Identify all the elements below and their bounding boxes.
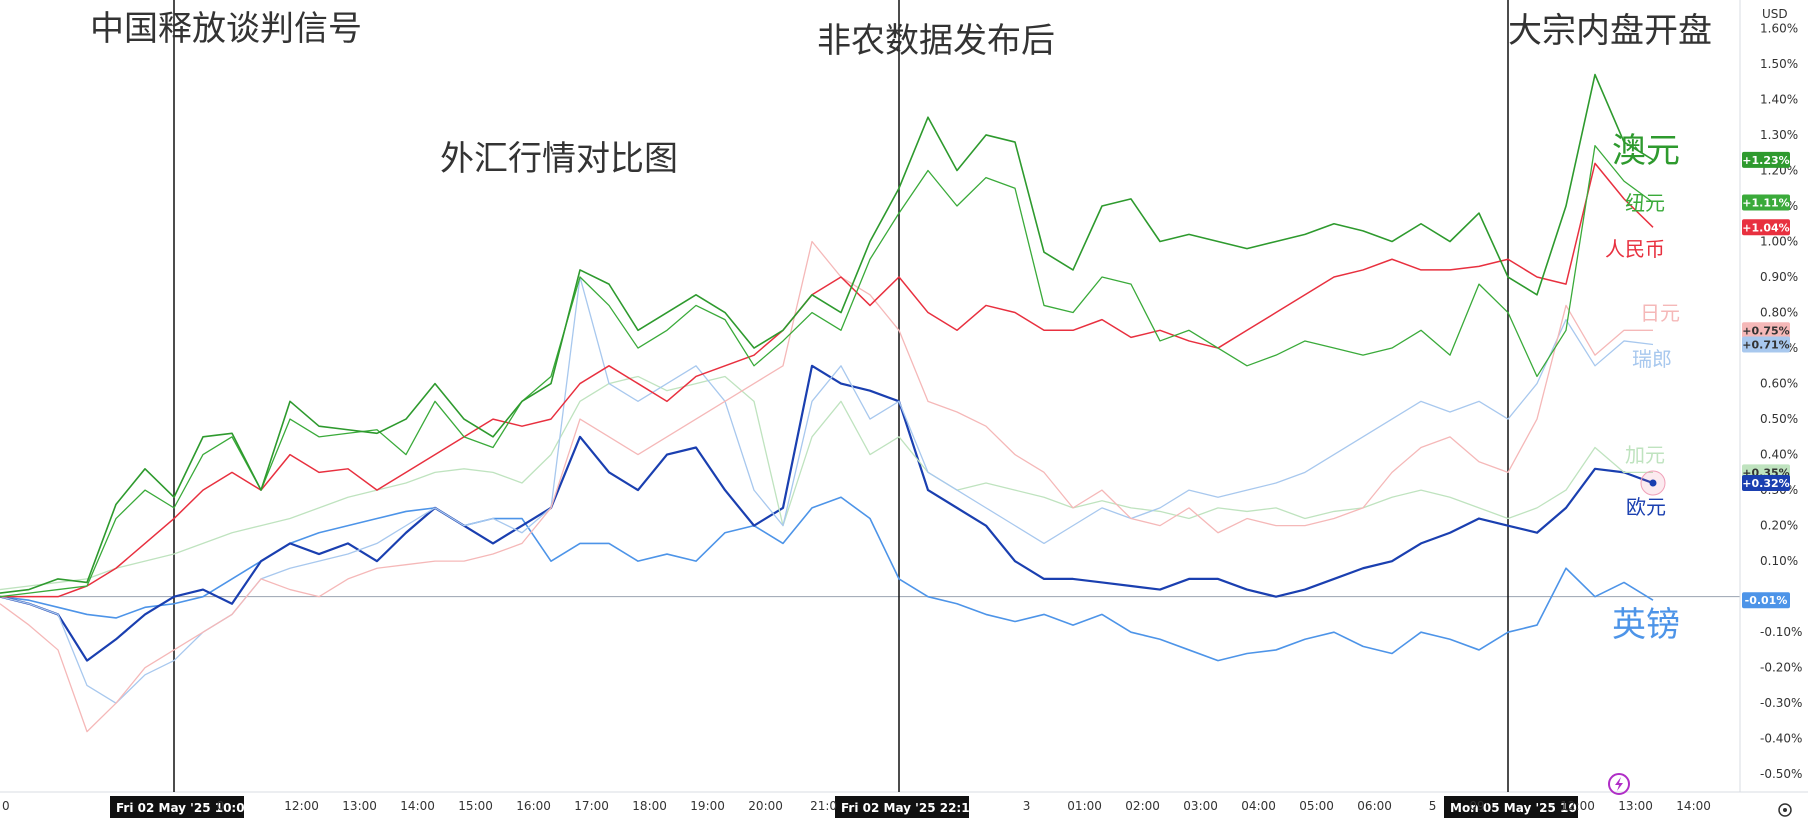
x-tick-label: 14:00 <box>400 799 435 813</box>
series-line[interactable] <box>0 144 1654 598</box>
series-name-label: 瑞郎 <box>1632 347 1672 371</box>
last-value-labels: +1.23%+1.11%+1.04%+0.75%+0.71%+0.35%+0.3… <box>1742 151 1790 609</box>
y-tick-label: 1.00% <box>1760 235 1798 249</box>
x-tick-label: 15:00 <box>458 799 493 813</box>
series-line[interactable] <box>0 73 1654 594</box>
y-tick-label: 0.60% <box>1760 377 1798 391</box>
series-line[interactable] <box>0 162 1654 598</box>
currency-button[interactable]: USD <box>1762 7 1788 21</box>
last-value-text: +0.75% <box>1742 324 1789 337</box>
x-tick-label: 18:00 <box>632 799 667 813</box>
last-value-badge: +1.04% <box>1742 219 1790 236</box>
y-tick-label: 0.90% <box>1760 270 1798 284</box>
y-tick-label: -0.30% <box>1760 696 1802 710</box>
x-tick-label: 5 <box>1429 799 1437 813</box>
x-tick-label: 12:00 <box>284 799 319 813</box>
y-tick-label: -0.40% <box>1760 732 1802 746</box>
last-value-text: +1.04% <box>1742 221 1789 234</box>
last-value-badge: -0.01% <box>1742 592 1790 609</box>
y-tick-label: 0.50% <box>1760 412 1798 426</box>
y-tick-label: 0.20% <box>1760 519 1798 533</box>
x-tick-label: 16:00 <box>516 799 551 813</box>
event-markers: Fri 02 May '25 10:00 Fri 02 May '25 22:15… <box>110 0 1598 818</box>
last-point-marker <box>1649 479 1657 487</box>
event-time-label: Fri 02 May '25 10:00 <box>116 801 253 815</box>
lightning-icon[interactable] <box>1608 773 1630 795</box>
x-tick-label: 13:00 <box>342 799 377 813</box>
event-time-label: Fri 02 May '25 22:15 <box>841 801 978 815</box>
last-value-badge: +0.75% <box>1742 322 1790 339</box>
y-tick-label: -0.50% <box>1760 767 1802 781</box>
event-time-label: Mon 05 May '25 10:15 <box>1450 801 1598 815</box>
x-tick-label: 19:00 <box>690 799 725 813</box>
series-name-label: 欧元 <box>1626 495 1666 519</box>
x-tick-label: 01:00 <box>1067 799 1102 813</box>
x-tick-label: 21:0 <box>810 799 837 813</box>
series-name-label: 澳元 <box>1612 131 1680 171</box>
x-tick-label: 05:00 <box>1299 799 1334 813</box>
annotation-commodities-open: 大宗内盘开盘 <box>1508 11 1712 51</box>
last-value-badge: +0.32% <box>1742 475 1790 492</box>
x-tick-label: 13:00 <box>1618 799 1653 813</box>
gear-icon[interactable] <box>1778 803 1792 817</box>
last-value-text: +0.71% <box>1742 339 1789 352</box>
annotation-nfp: 非农数据发布后 <box>817 21 1055 61</box>
x-tick-label: 04:00 <box>1241 799 1276 813</box>
event-time-badge <box>1444 796 1578 818</box>
last-value-badge: +1.23% <box>1742 151 1790 168</box>
x-tick-label: 0 <box>217 799 225 813</box>
series-name-label: 纽元 <box>1625 191 1665 215</box>
event-time-badge <box>835 796 969 818</box>
y-tick-label: 0.10% <box>1760 554 1798 568</box>
x-tick-label: 09: <box>1469 799 1488 813</box>
x-tick-label: 17:00 <box>574 799 609 813</box>
x-tick-label: 20:00 <box>748 799 783 813</box>
y-tick-label: 1.40% <box>1760 92 1798 106</box>
last-value-text: +0.32% <box>1742 477 1789 490</box>
y-tick-label: 1.30% <box>1760 128 1798 142</box>
x-tick-label: 02:00 <box>1125 799 1160 813</box>
chart-title-annotation: 外汇行情对比图 <box>440 139 678 179</box>
y-tick-label: 0.80% <box>1760 306 1798 320</box>
x-tick-label: 3 <box>1023 799 1031 813</box>
last-value-badge: +1.11% <box>1742 194 1790 211</box>
x-tick-label: 03:00 <box>1183 799 1218 813</box>
series-line[interactable] <box>0 276 1654 704</box>
y-tick-label: -0.10% <box>1760 625 1802 639</box>
x-tick-label: 0 <box>2 799 10 813</box>
series-name-label: 英镑 <box>1612 605 1680 645</box>
price-axis: 1.60%1.50%1.40%1.30%1.20%1.10%1.00%0.90%… <box>1760 21 1802 781</box>
last-value-text: +1.11% <box>1742 196 1789 209</box>
series-line[interactable] <box>0 240 1653 733</box>
x-tick-label: 14:00 <box>1676 799 1711 813</box>
y-tick-label: 1.60% <box>1760 21 1798 35</box>
event-time-badge <box>110 796 244 818</box>
x-tick-label: 12:00 <box>1560 799 1595 813</box>
series-name-label: 日元 <box>1640 301 1680 325</box>
x-tick-label: 06:00 <box>1357 799 1392 813</box>
plot-area[interactable] <box>0 0 1740 792</box>
y-tick-label: -0.20% <box>1760 661 1802 675</box>
series-name-label: 人民币 <box>1605 237 1665 261</box>
series-line[interactable] <box>0 364 1654 662</box>
y-tick-label: 1.50% <box>1760 57 1798 71</box>
last-value-text: -0.01% <box>1745 594 1788 607</box>
last-value-text: +1.23% <box>1742 154 1789 167</box>
series-name-label: 加元 <box>1625 443 1665 467</box>
series-line[interactable] <box>0 375 1653 591</box>
time-axis: 0 0 12:00 13:00 14:00 15:00 16:00 17:00 18:00 19:… <box>2 799 1711 813</box>
last-value-badge: +0.71% <box>1742 336 1790 353</box>
series-layer <box>0 73 1666 733</box>
annotation-china-signal: 中国释放谈判信号 <box>90 9 362 49</box>
y-tick-label: 0.40% <box>1760 448 1798 462</box>
